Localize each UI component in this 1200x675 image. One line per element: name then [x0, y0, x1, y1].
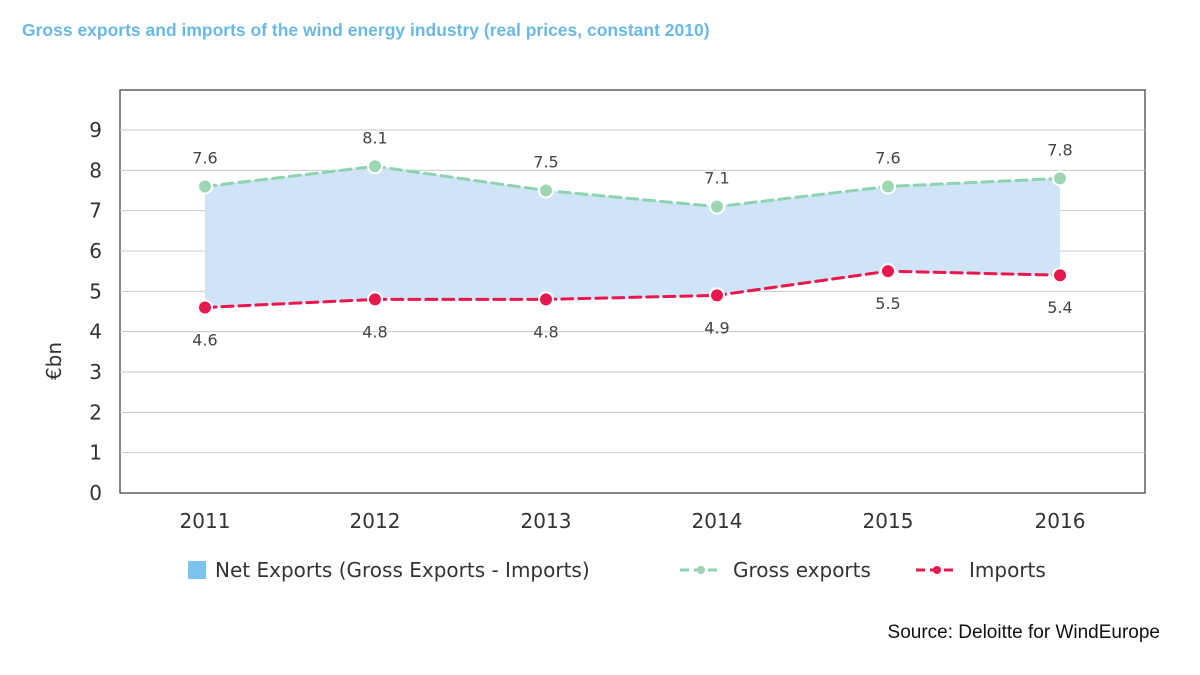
imports-data-label: 5.4 — [1047, 298, 1072, 317]
gross-exports-data-label: 7.6 — [875, 148, 900, 167]
gross-exports-line — [203, 164, 1062, 209]
legend-label-net-exports: Net Exports (Gross Exports - Imports) — [215, 558, 590, 582]
y-tick-label: 3 — [89, 360, 102, 384]
imports-data-label: 5.5 — [875, 294, 900, 313]
x-tick-label: 2012 — [350, 509, 401, 533]
y-tick-label: 9 — [89, 118, 102, 142]
gross-exports-point — [538, 182, 554, 199]
imports-data-label: 4.9 — [704, 318, 729, 337]
imports-data-label: 4.8 — [533, 322, 558, 341]
x-tick-label: 2016 — [1035, 509, 1086, 533]
gross-exports-point — [1052, 170, 1068, 187]
imports-point — [197, 299, 213, 316]
chart-title: Gross exports and imports of the wind en… — [22, 20, 710, 40]
imports-point — [709, 287, 725, 304]
x-tick-label: 2015 — [863, 509, 914, 533]
imports-data-label: 4.6 — [192, 330, 217, 349]
imports-point — [367, 291, 383, 308]
x-tick-label: 2013 — [521, 509, 572, 533]
y-tick-label: 0 — [89, 481, 102, 505]
legend-marker-gross-exports — [697, 566, 705, 574]
gross-exports-data-label: 8.1 — [362, 128, 387, 147]
legend-marker-imports — [933, 566, 941, 574]
legend-swatch-net-exports — [188, 561, 206, 579]
imports-data-label: 4.8 — [362, 322, 387, 341]
y-tick-label: 6 — [89, 239, 102, 263]
y-tick-label: 7 — [89, 199, 102, 223]
gross-exports-data-label: 7.5 — [533, 153, 558, 172]
gross-exports-data-label: 7.8 — [1047, 140, 1072, 159]
gross-exports-point — [709, 198, 725, 215]
gross-exports-data-label: 7.1 — [704, 169, 729, 188]
y-tick-label: 8 — [89, 158, 102, 182]
y-tick-label: 5 — [89, 279, 102, 303]
legend: Net Exports (Gross Exports - Imports) Gro… — [188, 558, 1046, 582]
y-tick-label: 1 — [89, 441, 102, 465]
gross-exports-point — [367, 158, 383, 175]
gross-exports-point — [880, 178, 896, 195]
x-tick-label: 2011 — [180, 509, 231, 533]
legend-label-gross-exports: Gross exports — [733, 558, 871, 582]
x-tick-label: 2014 — [692, 509, 743, 533]
source-note: Source: Deloitte for WindEurope — [887, 622, 1160, 643]
imports-point — [1052, 267, 1068, 284]
y-axis-label: €bn — [42, 342, 66, 380]
imports-point — [880, 263, 896, 280]
y-tick-label: 4 — [89, 320, 102, 344]
y-tick-label: 2 — [89, 400, 102, 424]
legend-label-imports: Imports — [969, 558, 1046, 582]
gross-exports-data-label: 7.6 — [192, 148, 217, 167]
imports-line — [203, 269, 1062, 309]
imports-point — [538, 291, 554, 308]
gross-exports-point — [197, 178, 213, 195]
net-exports-area — [205, 166, 1060, 308]
